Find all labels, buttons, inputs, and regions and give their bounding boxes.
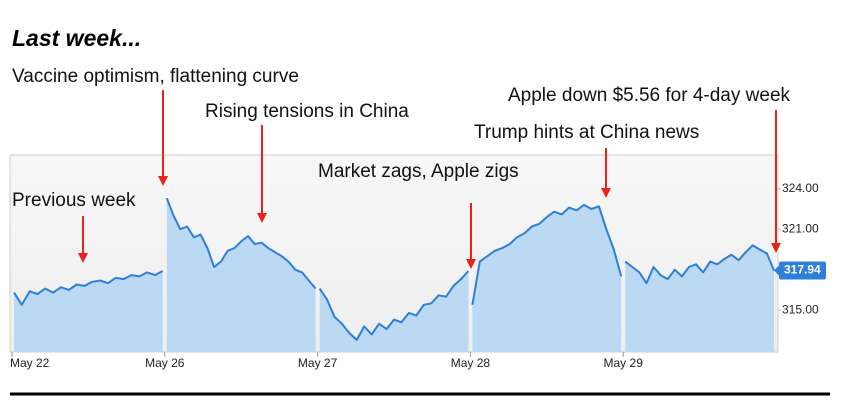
line [624,244,775,285]
line [13,270,164,306]
line [471,203,623,305]
area [472,204,622,352]
annotation-arrow-head [466,259,476,269]
annotation: Market zags, Apple zigs [318,161,519,182]
annotation: Apple down $5.56 for 4-day week [508,85,791,106]
annotation-arrow-head [771,243,781,253]
x-tick-label: May 29 [604,356,644,370]
area [14,271,163,352]
x-tick-label: May 22 [10,356,50,370]
y-tick-label: 321.00 [782,221,819,235]
area [166,198,316,352]
annotation-arrow-head [601,188,611,198]
annotation-arrow-head [158,176,168,186]
annotation: Previous week [12,190,136,211]
annotation-arrow-head [78,253,88,263]
last-price-label: 317.94 [784,263,821,277]
annotation: Trump hints at China news [474,122,699,143]
last-price-badge [779,261,826,280]
y-tick-label: 315.00 [782,302,819,316]
last-price-pointer [774,265,779,276]
line [165,197,317,290]
plot [13,197,775,352]
annotation: Vaccine optimism, flattening curve [12,66,299,87]
x-tick-label: May 27 [298,356,338,370]
chart-title: Last week... [12,25,141,51]
y-tick-label: 324.00 [782,181,819,195]
line [318,270,470,341]
annotation-arrow-head [257,213,267,223]
annotation: Rising tensions in China [205,101,409,122]
x-tick-label: May 28 [451,356,491,370]
area [625,245,774,352]
x-tick-label: May 26 [145,356,185,370]
area [319,271,469,352]
